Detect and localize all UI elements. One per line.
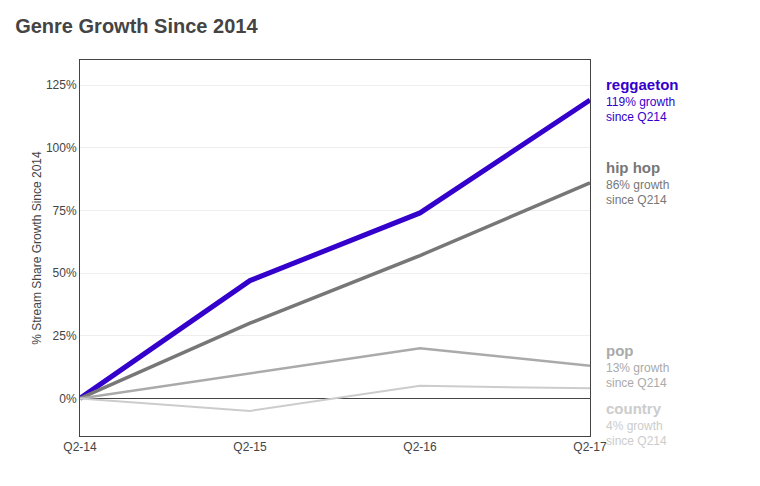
svg-text:Q2-14: Q2-14 [63, 440, 97, 454]
svg-text:100%: 100% [46, 141, 77, 155]
svg-text:Genre Growth Since 2014: Genre Growth Since 2014 [15, 15, 258, 37]
svg-text:Q2-17: Q2-17 [573, 440, 607, 454]
svg-text:0%: 0% [59, 392, 77, 406]
svg-text:country4% growthsince Q214: country4% growthsince Q214 [606, 400, 667, 448]
svg-text:125%: 125% [46, 78, 77, 92]
svg-text:Q2-15: Q2-15 [233, 440, 267, 454]
svg-text:pop13% growthsince Q214: pop13% growthsince Q214 [606, 342, 669, 390]
svg-text:25%: 25% [53, 329, 77, 343]
svg-text:Q2-16: Q2-16 [403, 440, 437, 454]
svg-text:50%: 50% [53, 266, 77, 280]
svg-text:75%: 75% [53, 204, 77, 218]
svg-text:% Stream Share Growth Since 20: % Stream Share Growth Since 2014 [30, 151, 44, 345]
svg-text:reggaeton119% growthsince Q214: reggaeton119% growthsince Q214 [606, 76, 679, 124]
svg-text:hip hop86% growthsince Q214: hip hop86% growthsince Q214 [606, 159, 669, 207]
